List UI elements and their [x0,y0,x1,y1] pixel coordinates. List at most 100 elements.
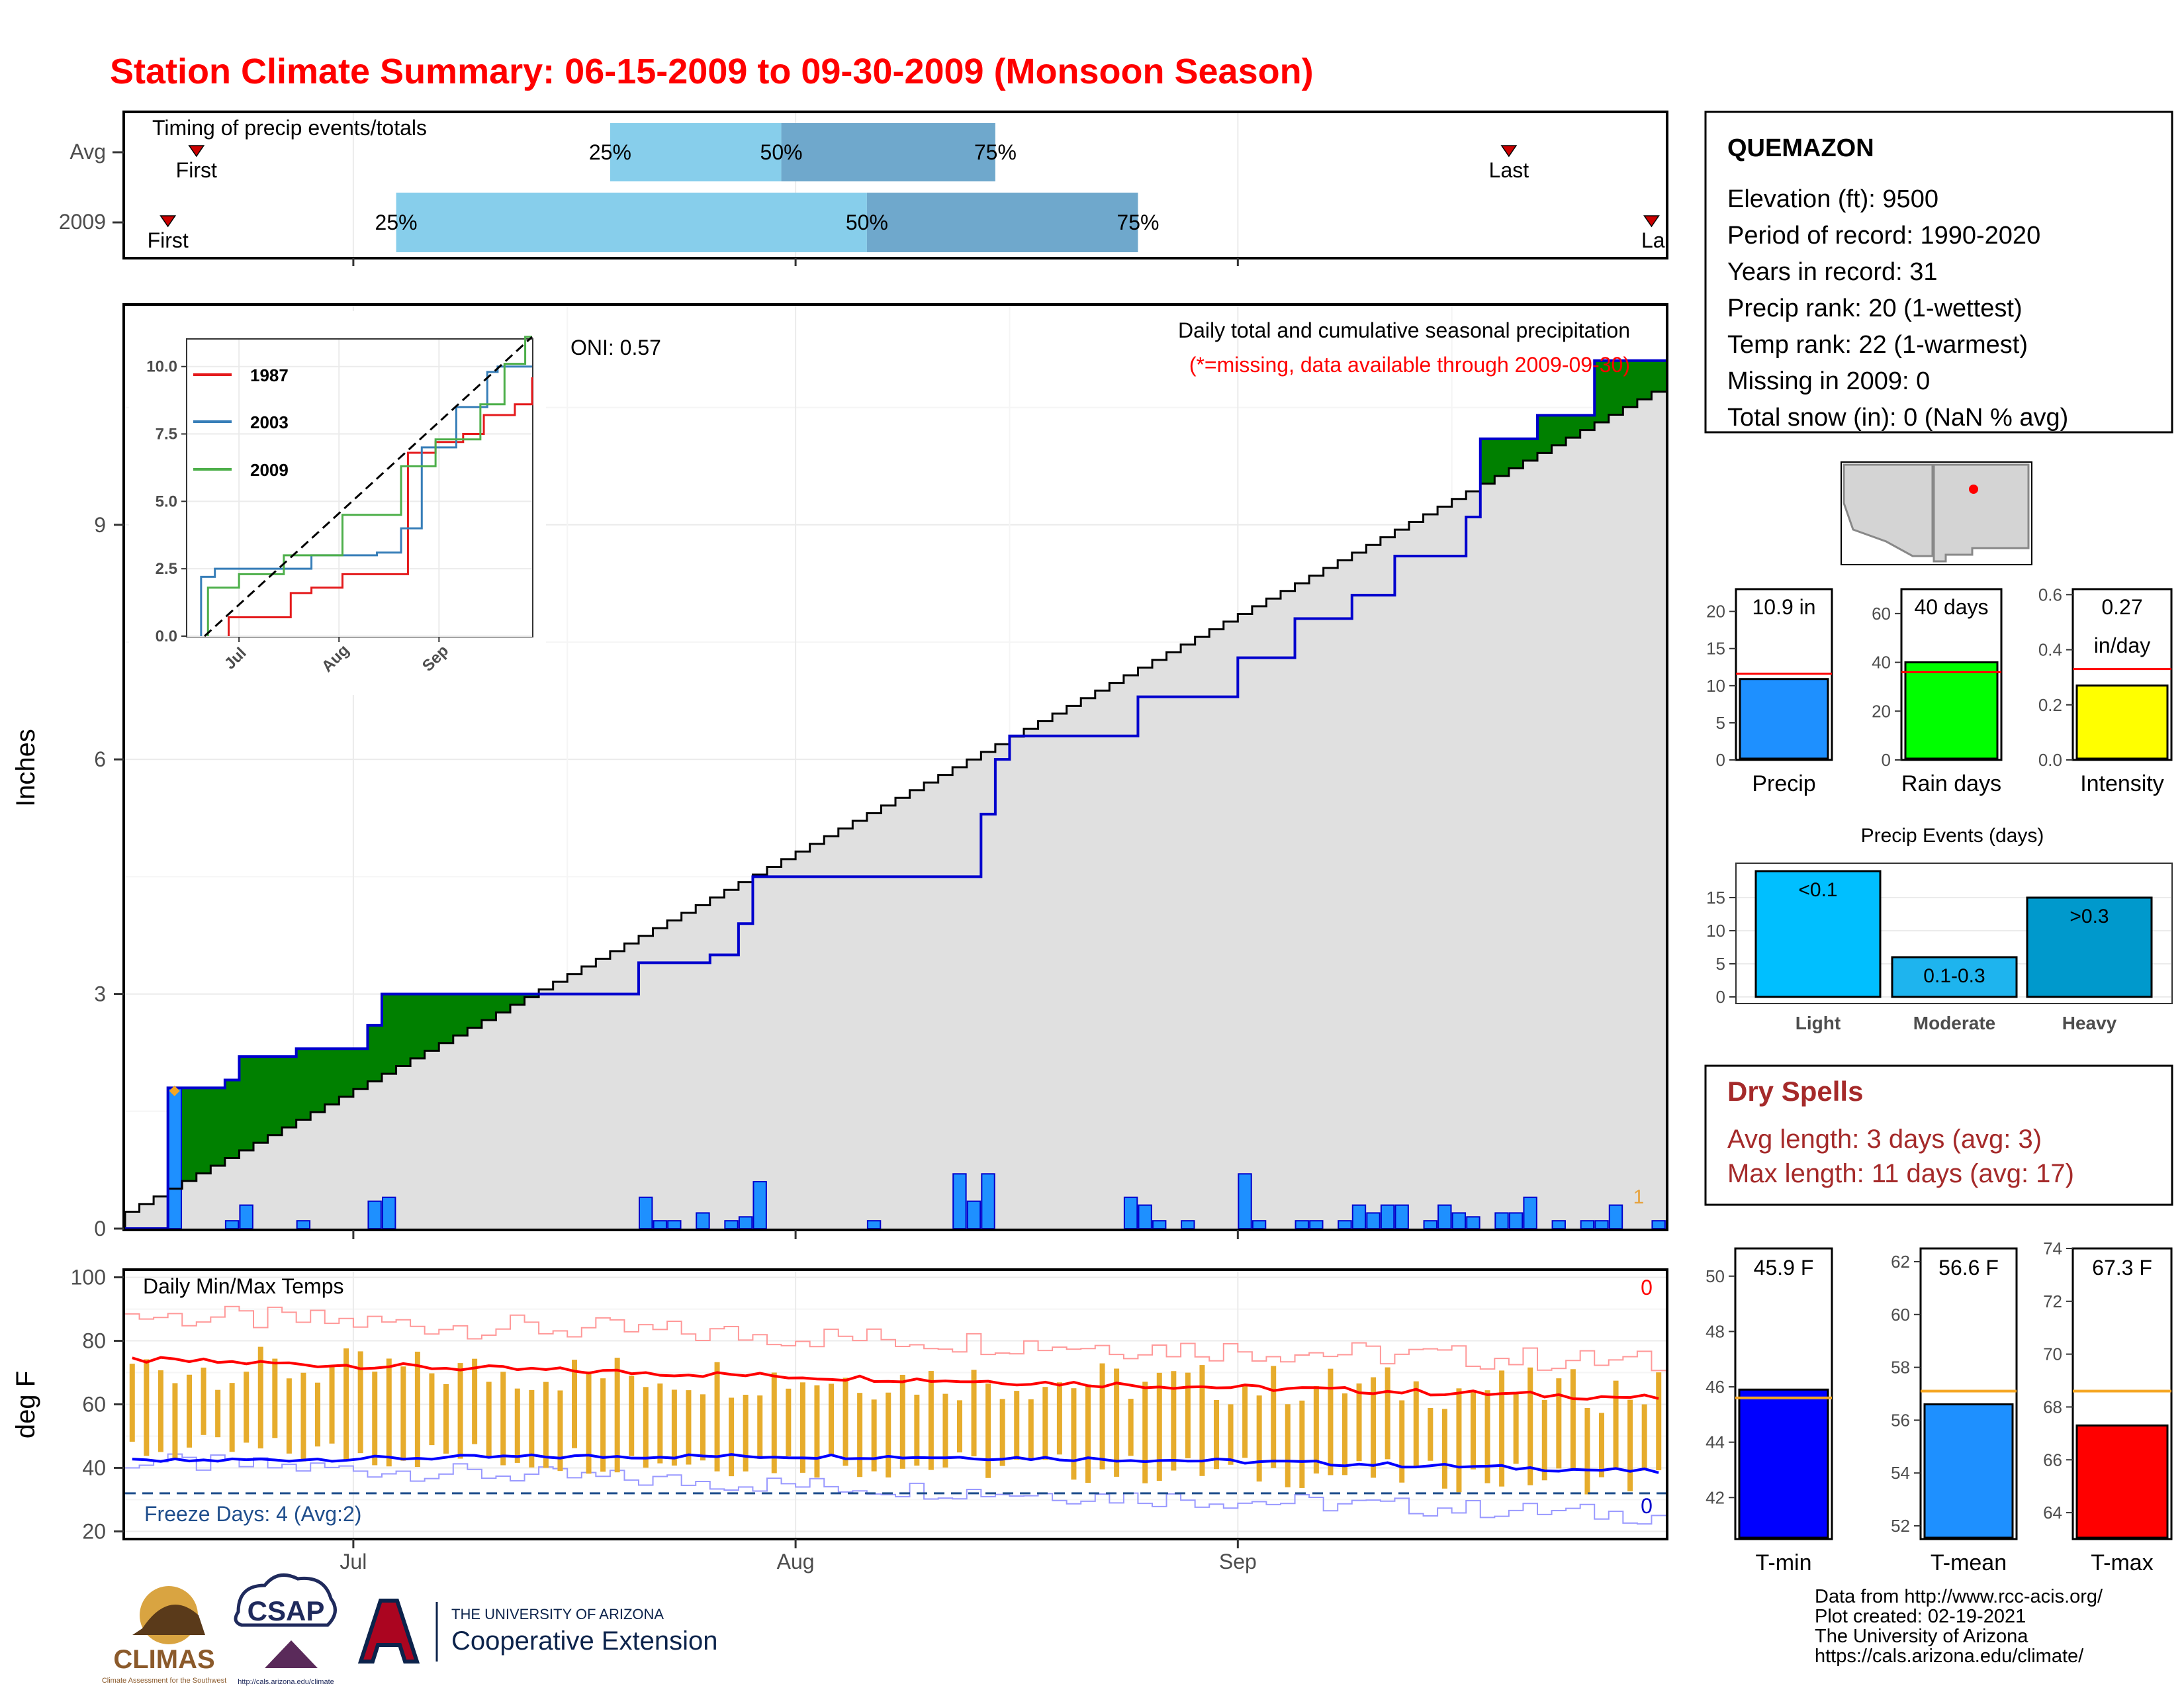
timing-panel: 25% 50% 75% First Last 25% 50% 75% First La Timin… [59,111,1668,266]
daily-precip-bar [667,1220,682,1229]
timing-first-label: First [148,228,189,252]
timing-first-marker [188,145,205,158]
daily-precip-bar [1466,1216,1480,1230]
precip-y-tick-label: 0 [94,1217,106,1241]
credit-url: https://cals.arizona.edu/climate/ [1815,1646,2084,1667]
daily-precip-bar [724,1220,739,1229]
surplus-area [1551,415,1567,445]
credits-block: Data from http://www.rcc-acis.org/ Plot … [1815,1586,2103,1667]
surplus-area [1651,360,1666,392]
daily-temp-bar [842,1378,848,1466]
timing-last-label: Last [1489,158,1529,182]
temp-summary-y-tick-label: 46 [1706,1377,1725,1397]
observed-cumulative-line [125,359,1666,1230]
timing-label: Timing of precip events/totals [152,116,427,140]
surplus-area [1537,415,1553,453]
daily-precip-bar [696,1212,710,1230]
daily-temp-bar [500,1372,506,1466]
temp-x-tick-label: Jul [340,1550,367,1573]
daily-temp-bar [743,1395,749,1472]
climas-logo-text: CLIMAS [113,1645,214,1674]
temp-y-tick-label: 20 [82,1519,106,1543]
daily-temp-bar [457,1363,463,1459]
daily-precip-bar [952,1173,967,1229]
timing-last-marker [1643,215,1660,228]
legend-2003: 2003 [250,412,289,432]
precip-panel: 0 3 6 9 Inches Daily total and cumulative s… [11,303,1668,1241]
timing-first-marker [159,215,177,228]
surplus-area [339,1049,354,1097]
daily-temp-bar [343,1348,349,1460]
inset-series-2009 [206,336,532,636]
precip-events-title: Precip Events (days) [1861,825,2044,847]
summary-bar-charts: 0 5 10 15 20 10.9 in Precip 0 20 40 60 40 days Rain … [1706,585,2173,796]
summary-y-tick-label: 0.0 [2038,750,2062,770]
daily-temp-bar [914,1394,920,1466]
timing-q25-label: 25% [375,211,418,234]
surplus-area [1580,415,1595,430]
daily-temp-bar [814,1385,820,1478]
daily-temp-bar [671,1389,677,1466]
surplus-area [1594,360,1610,423]
events-y-tick-label: 0 [1716,987,1725,1007]
climas-logo-subtext: Climate Assessment for the Southwest [102,1677,226,1685]
summary-category-label: Precip [1752,771,1815,796]
credit-university: The University of Arizona [1815,1626,2028,1647]
temp-x-tick-label: Sep [1219,1550,1257,1573]
record-tmin-line [125,1453,1666,1525]
summary-value-label: 40 days [1914,595,1988,619]
climatology-area [125,391,1666,1229]
daily-precip-bar [1251,1220,1267,1229]
temp-summary-y-tick-label: 74 [2043,1239,2062,1258]
events-bar-moderate [1891,956,2018,998]
daily-temp-bar [272,1358,278,1438]
daily-temp-bar [1527,1367,1533,1485]
daily-temp-bar [643,1387,649,1468]
daily-temp-bar [1656,1372,1662,1471]
daily-temp-bar [600,1378,606,1472]
daily-temp-bar [586,1371,592,1474]
daily-temp-bar [1242,1385,1248,1458]
dry-spells-avg: Avg length: 3 days (avg: 3) [1727,1125,2042,1154]
daily-temp-bar [329,1366,335,1444]
temp-summary-y-tick-label: 52 [1891,1516,1910,1536]
daily-precip-bar [367,1200,382,1230]
surplus-area [224,1080,240,1158]
daily-temp-bar [1042,1387,1048,1460]
csap-logo-text: CSAP [248,1595,325,1626]
daily-precip-bar [1551,1220,1566,1229]
daily-temp-bar [1056,1382,1062,1455]
daily-temp-bar [1313,1385,1319,1474]
daily-temp-bar [942,1393,948,1468]
daily-temp-bar [443,1383,449,1454]
surplus-area [467,994,482,1028]
station-missing: Missing in 2009: 0 [1727,367,1930,395]
precip-events-bars: 0 5 10 15 <0.1 Light 0.1-0.3 Moderate >0.3 Heavy [1706,870,2171,1033]
daily-temp-bar [486,1382,492,1458]
arizona-shape [1843,463,1934,557]
daily-precip-bar [1394,1204,1409,1230]
precip-missing-note: (*=missing, data available through 2009-… [1189,353,1630,377]
csap-logo-cloud [234,1573,337,1627]
daily-temp-bar [1099,1363,1105,1470]
daily-temp-bar [300,1372,306,1462]
temp-summary-category-label: T-min [1756,1550,1812,1575]
events-bar-light [1754,870,1882,998]
daily-temp-bar [857,1393,863,1477]
surplus-area [481,994,496,1021]
summary-bar-2 [2075,684,2169,760]
surplus-area [1523,438,1538,461]
station-temp-rank: Temp rank: 22 (1-warmest) [1727,331,2028,359]
daily-temp-bar [1385,1367,1390,1460]
avg-tmin-line [132,1453,1659,1474]
daily-precip-bar [1580,1220,1595,1229]
station-frame [1704,111,2173,434]
locator-map [1841,461,2032,565]
daily-temp-bar [1556,1378,1562,1469]
ua-line2: Cooperative Extension [451,1626,717,1656]
precip-y-tick-label: 6 [94,747,106,771]
station-years: Years in record: 31 [1727,258,1938,286]
daily-precip-bar [1138,1204,1152,1230]
daily-temp-bar [1171,1371,1177,1471]
